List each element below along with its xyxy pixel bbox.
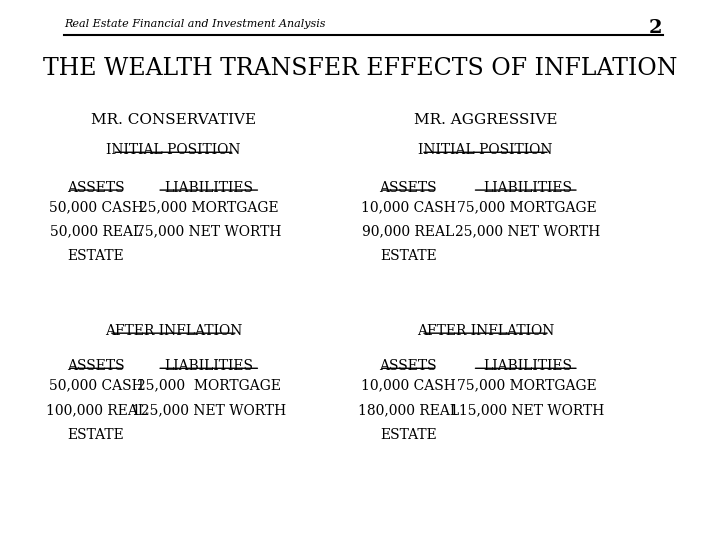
Text: INITIAL POSITION: INITIAL POSITION: [418, 143, 553, 157]
Text: THE WEALTH TRANSFER EFFECTS OF INFLATION: THE WEALTH TRANSFER EFFECTS OF INFLATION: [42, 57, 678, 80]
Text: 75,000 MORTGAGE: 75,000 MORTGAGE: [457, 378, 597, 392]
Text: LIABILITIES: LIABILITIES: [164, 359, 253, 373]
Text: LIABILITIES: LIABILITIES: [483, 181, 572, 195]
Text: ASSETS: ASSETS: [67, 181, 125, 195]
Text: 50,000 CASH: 50,000 CASH: [49, 200, 143, 214]
Text: 50,000 CASH: 50,000 CASH: [49, 378, 143, 392]
Text: AFTER INFLATION: AFTER INFLATION: [104, 324, 242, 338]
Text: 125,000 NET WORTH: 125,000 NET WORTH: [132, 403, 286, 417]
Text: ESTATE: ESTATE: [68, 249, 125, 264]
Text: ESTATE: ESTATE: [380, 428, 436, 442]
Text: ESTATE: ESTATE: [68, 428, 125, 442]
Text: ESTATE: ESTATE: [380, 249, 436, 264]
Text: 75,000 NET WORTH: 75,000 NET WORTH: [136, 225, 282, 239]
Text: MR. CONSERVATIVE: MR. CONSERVATIVE: [91, 113, 256, 127]
Text: 10,000 CASH: 10,000 CASH: [361, 200, 456, 214]
Text: LIABILITIES: LIABILITIES: [483, 359, 572, 373]
Text: MR. AGGRESSIVE: MR. AGGRESSIVE: [414, 113, 557, 127]
Text: 100,000 REAL: 100,000 REAL: [45, 403, 147, 417]
Text: 25,000  MORTGAGE: 25,000 MORTGAGE: [137, 378, 281, 392]
Text: ASSETS: ASSETS: [379, 359, 437, 373]
Text: ASSETS: ASSETS: [67, 359, 125, 373]
Text: 25,000 NET WORTH: 25,000 NET WORTH: [455, 225, 600, 239]
Text: 2: 2: [649, 19, 662, 37]
Text: AFTER INFLATION: AFTER INFLATION: [417, 324, 554, 338]
Text: 115,000 NET WORTH: 115,000 NET WORTH: [450, 403, 605, 417]
Text: 90,000 REAL: 90,000 REAL: [362, 225, 454, 239]
Text: 180,000 REAL: 180,000 REAL: [358, 403, 459, 417]
Text: 10,000 CASH: 10,000 CASH: [361, 378, 456, 392]
Text: 25,000 MORTGAGE: 25,000 MORTGAGE: [139, 200, 279, 214]
Text: Real Estate Financial and Investment Analysis: Real Estate Financial and Investment Ana…: [64, 19, 325, 29]
Text: 75,000 MORTGAGE: 75,000 MORTGAGE: [457, 200, 597, 214]
Text: ASSETS: ASSETS: [379, 181, 437, 195]
Text: LIABILITIES: LIABILITIES: [164, 181, 253, 195]
Text: INITIAL POSITION: INITIAL POSITION: [106, 143, 240, 157]
Text: 50,000 REAL: 50,000 REAL: [50, 225, 143, 239]
